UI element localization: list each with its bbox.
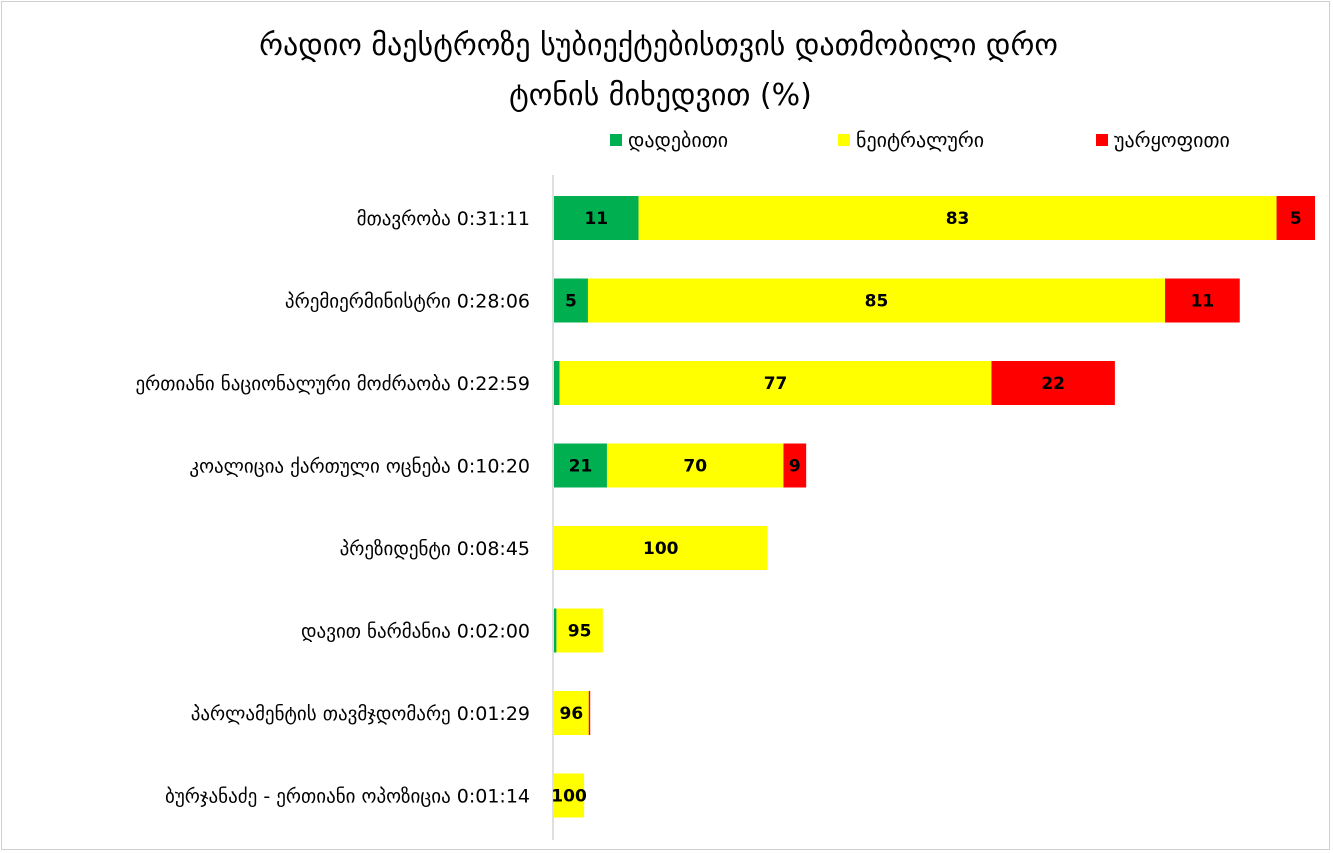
bar-segment-neutral <box>554 691 589 735</box>
category-label: პარლამენტის თავმჯდომარე 0:01:29 <box>191 703 530 725</box>
category-label: ერთიანი ნაციონალური მოძრაობა 0:22:59 <box>136 373 530 395</box>
bar-segment-negative <box>991 361 1115 405</box>
data-label-negative: 5 <box>1290 209 1302 229</box>
data-label-neutral: 77 <box>764 374 788 394</box>
bar-segment-negative <box>783 443 807 488</box>
data-label-positive: 5 <box>565 292 577 312</box>
bar-segment-positive <box>554 278 588 323</box>
data-label-negative: 9 <box>789 457 801 477</box>
category-label: ბურჯანაძე - ერთიანი ოპოზიცია 0:01:14 <box>165 786 530 808</box>
bar-segment-neutral <box>606 443 784 488</box>
legend-swatch-neutral <box>838 134 850 146</box>
bar-segment-negative <box>1276 196 1315 240</box>
bar-segment-neutral <box>554 773 585 818</box>
data-label-neutral: 83 <box>946 209 970 229</box>
data-label-negative: 22 <box>1041 374 1065 394</box>
bar-segment-negative <box>1165 278 1240 323</box>
bar-segment-negative <box>588 691 591 735</box>
chart-title-line1: რადიო მაესტროზე სუბიექტებისთვის დათმობილ… <box>259 28 1058 63</box>
chart-title-line2: ტონის მიხედვით (%) <box>509 78 812 113</box>
bar-segment-neutral <box>638 196 1277 240</box>
legend-label-positive: დადებითი <box>628 128 729 152</box>
data-label-neutral: 85 <box>865 292 889 312</box>
legend-label-negative: უარყოფითი <box>1114 128 1230 152</box>
category-label: პრემიერმინისტრი 0:28:06 <box>285 291 530 313</box>
legend-item-neutral: ნეიტრალური <box>838 128 984 152</box>
bar-segment-positive <box>554 443 607 488</box>
data-label-negative: 11 <box>1191 292 1215 312</box>
legend-swatch-negative <box>1096 134 1108 146</box>
data-label-neutral: 100 <box>551 787 587 807</box>
data-label-positive: 21 <box>569 457 593 477</box>
category-label: მთავრობა 0:31:11 <box>357 208 530 230</box>
category-label: კოალიცია ქართული ოცნება 0:10:20 <box>189 456 530 478</box>
category-label: დავით ნარმანია 0:02:00 <box>301 621 530 643</box>
bar-segment-neutral <box>556 608 603 653</box>
legend-swatch-positive <box>610 134 622 146</box>
legend-item-positive: დადებითი <box>610 128 728 152</box>
category-label: პრეზიდენტი 0:08:45 <box>340 538 530 560</box>
data-label-neutral: 70 <box>683 457 707 477</box>
data-label-neutral: 96 <box>560 704 584 724</box>
legend-item-negative: უარყოფითი <box>1096 128 1230 152</box>
data-label-neutral: 100 <box>643 539 679 559</box>
bar-segment-neutral <box>559 361 992 405</box>
bar-segment-neutral <box>587 278 1166 323</box>
data-label-neutral: 95 <box>568 622 592 642</box>
data-label-positive: 11 <box>584 209 608 229</box>
bar-segment-neutral <box>554 526 768 570</box>
bar-segment-positive <box>554 608 557 653</box>
bar-segment-positive <box>554 361 560 405</box>
legend-label-neutral: ნეიტრალური <box>856 128 985 152</box>
bar-segment-positive <box>554 196 639 240</box>
